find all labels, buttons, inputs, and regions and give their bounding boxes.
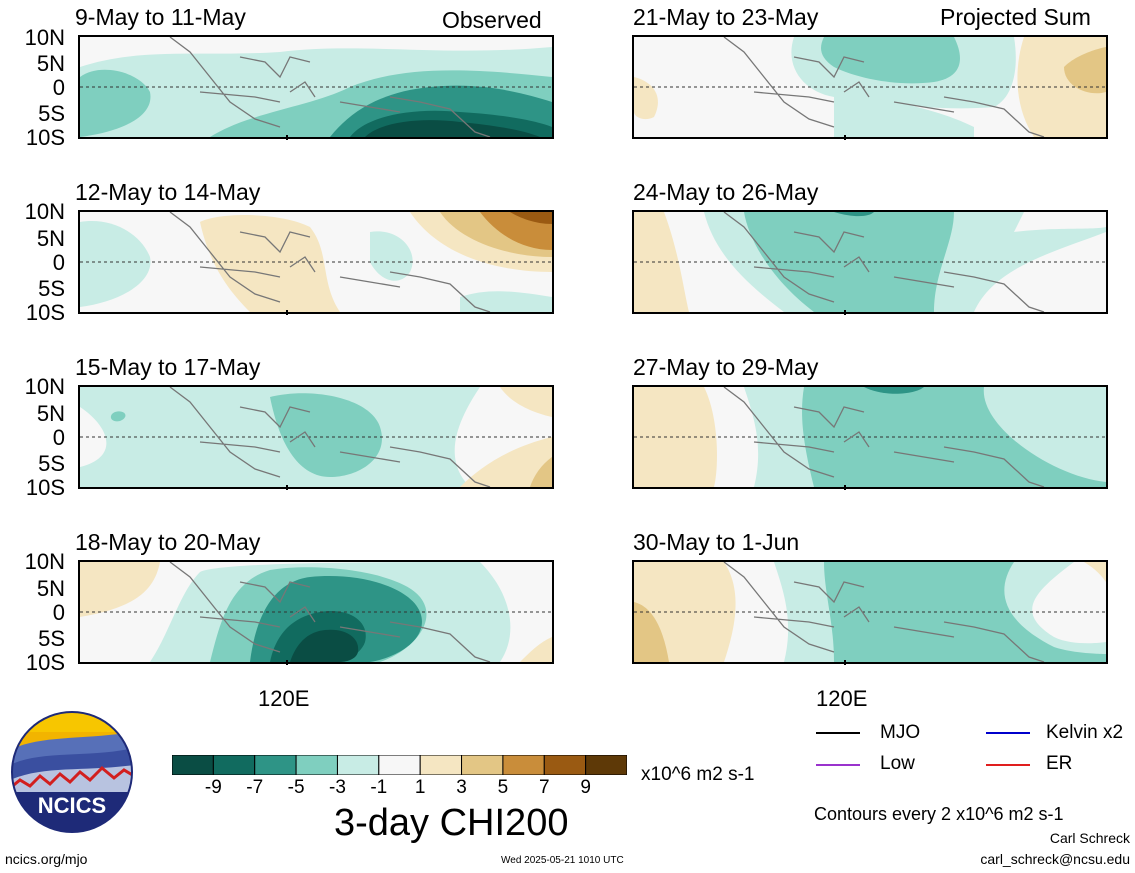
- lat-label-10n: 10N: [24, 549, 65, 574]
- colorbar-swatch: [171, 754, 214, 776]
- main-title: 3-day CHI200: [334, 802, 569, 844]
- x-tick: [286, 485, 288, 490]
- lat-label-10s: 10S: [25, 125, 65, 150]
- lon-label-right: 120E: [816, 686, 868, 711]
- lat-label-10n: 10N: [24, 199, 65, 224]
- lat-label-0: 0: [52, 250, 65, 275]
- panel-corner-label-projected: Projected Sum: [940, 4, 1091, 30]
- legend-line-kelvin: [986, 732, 1030, 734]
- lat-label-5s: 5S: [38, 451, 65, 476]
- panel-title-2: 12-May to 14-May: [75, 179, 261, 205]
- x-tick: [286, 310, 288, 315]
- lat-label-10n: 10N: [24, 374, 65, 399]
- panel-title-1: 9-May to 11-May: [75, 4, 246, 30]
- panel-title-3: 15-May to 17-May: [75, 354, 261, 380]
- panel-title-4: 18-May to 20-May: [75, 529, 261, 555]
- colorbar-tick-label: -7: [246, 777, 264, 798]
- legend-label-er: ER: [1046, 753, 1073, 774]
- lat-label-10n: 10N: [24, 25, 65, 50]
- lat-label-5s: 5S: [38, 101, 65, 126]
- map-panel-27-may: [632, 385, 1108, 489]
- legend-label-mjo: MJO: [880, 722, 921, 743]
- map-panel-15-may: [78, 385, 554, 489]
- ncics-logo: NCICS: [10, 710, 134, 834]
- website-link[interactable]: ncics.org/mjo: [5, 851, 88, 867]
- lat-label-5n: 5N: [36, 576, 65, 601]
- lat-label-0: 0: [52, 600, 65, 625]
- x-tick: [844, 660, 846, 665]
- map-panel-12-may: [78, 210, 554, 314]
- colorbar-swatch: [502, 754, 545, 776]
- timestamp: Wed 2025-05-21 1010 UTC: [501, 855, 624, 866]
- colorbar-tick-label: -9: [204, 777, 222, 798]
- legend-line-mjo: [816, 732, 860, 734]
- colorbar-units: x10^6 m2 s-1: [641, 764, 755, 785]
- x-tick: [286, 660, 288, 665]
- author: Carl Schreck: [1049, 830, 1130, 846]
- x-tick: [844, 485, 846, 490]
- map-panel-24-may: [632, 210, 1108, 314]
- lat-label-10s: 10S: [25, 650, 65, 675]
- email-link[interactable]: carl_schreck@ncsu.edu: [980, 851, 1130, 867]
- panel-title-5: 21-May to 23-May: [633, 4, 819, 30]
- legend-label-low: Low: [880, 753, 915, 774]
- colorbar-swatch: [419, 754, 463, 776]
- lat-label-10s: 10S: [25, 300, 65, 325]
- lon-label-left: 120E: [258, 686, 310, 711]
- lat-label-0: 0: [52, 425, 65, 450]
- lat-label-5n: 5N: [36, 401, 65, 426]
- colorbar-tick-label: -1: [370, 777, 388, 798]
- colorbar-swatch: [295, 754, 338, 776]
- lat-label-5n: 5N: [36, 226, 65, 251]
- colorbar-tick-label: 3: [456, 777, 467, 798]
- panel-title-8: 30-May to 1-Jun: [633, 529, 800, 555]
- colorbar-swatch: [461, 754, 504, 776]
- colorbar-swatch: [212, 754, 256, 776]
- lat-label-5s: 5S: [38, 626, 65, 651]
- colorbar-swatch: [585, 754, 628, 776]
- colorbar-tick-label: 1: [414, 777, 426, 798]
- colorbar-tick-label: 5: [497, 777, 509, 798]
- colorbar-tick-label: 7: [538, 777, 550, 798]
- logo-text: NCICS: [38, 793, 106, 818]
- colorbar-swatch: [543, 754, 587, 776]
- legend-label-kelvin: Kelvin x2: [1046, 722, 1124, 743]
- x-tick: [844, 310, 846, 315]
- panel-corner-label-observed: Observed: [442, 7, 542, 33]
- lat-label-10s: 10S: [25, 475, 65, 500]
- colorbar-swatch: [254, 754, 297, 776]
- x-tick: [286, 135, 288, 140]
- map-panel-9-may: [78, 35, 554, 139]
- colorbar-tick-label: 9: [580, 777, 591, 798]
- x-tick: [844, 135, 846, 140]
- contour-note: Contours every 2 x10^6 m2 s-1: [814, 804, 1064, 824]
- lat-label-5n: 5N: [36, 51, 65, 76]
- colorbar-tick-label: -5: [287, 777, 305, 798]
- colorbar-swatch: [336, 754, 380, 776]
- map-panel-30-may: [632, 560, 1108, 664]
- colorbar: [171, 754, 628, 776]
- legend-line-low: [816, 764, 860, 766]
- lat-label-5s: 5S: [38, 276, 65, 301]
- legend-line-er: [986, 764, 1030, 766]
- colorbar-swatch: [378, 754, 421, 776]
- panel-title-6: 24-May to 26-May: [633, 179, 819, 205]
- colorbar-tick-label: -3: [329, 777, 346, 798]
- map-panel-21-may: [632, 35, 1108, 139]
- lat-label-0: 0: [52, 75, 65, 100]
- map-panel-18-may: [78, 560, 554, 664]
- panel-title-7: 27-May to 29-May: [633, 354, 819, 380]
